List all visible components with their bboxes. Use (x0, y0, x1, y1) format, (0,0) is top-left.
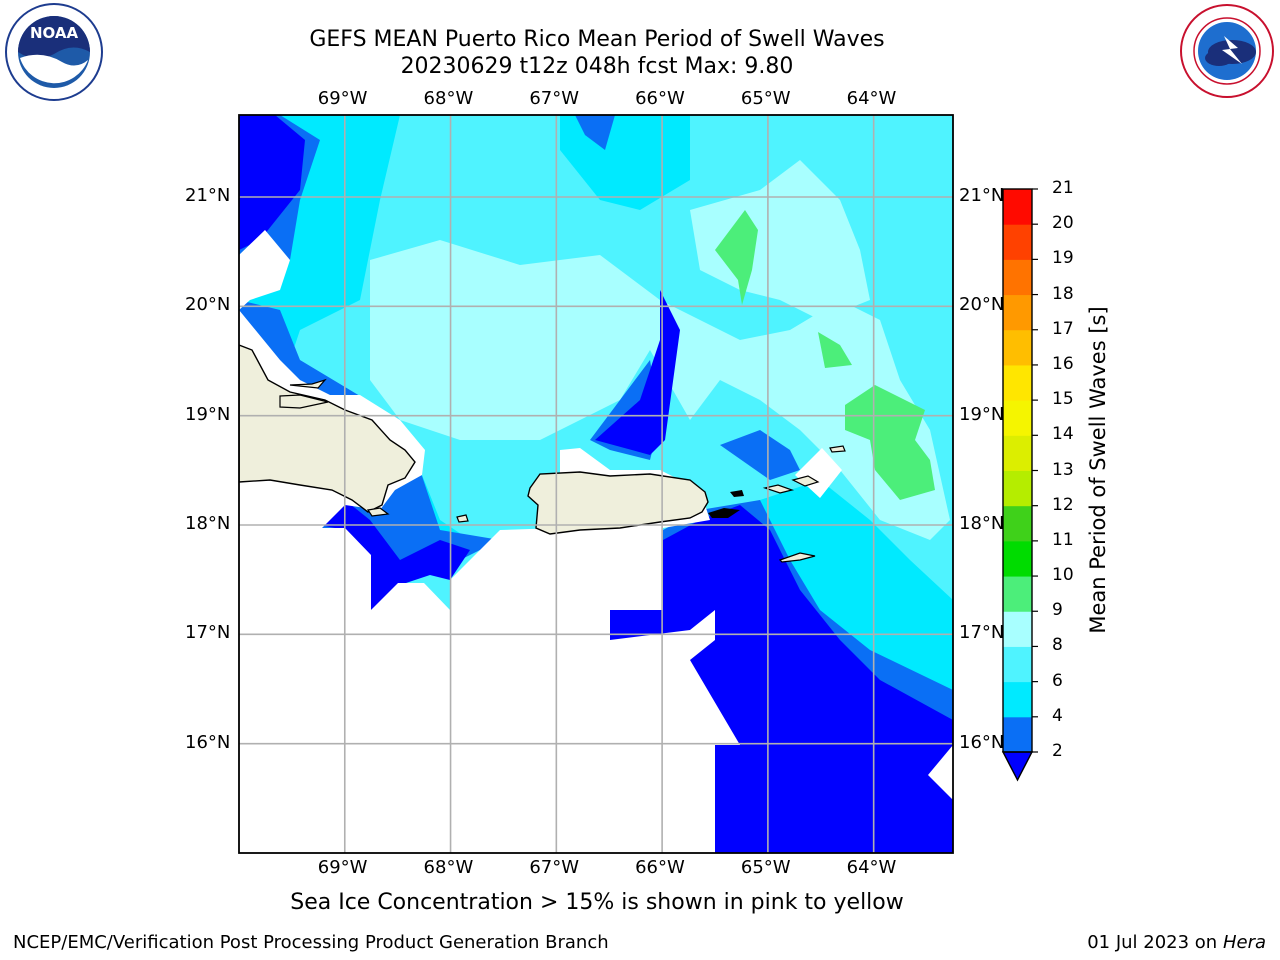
colorbar-tick-label: 9 (1052, 600, 1063, 621)
colorbar-tick-label: 20 (1052, 213, 1074, 234)
caption: Sea Ice Concentration > 15% is shown in … (290, 890, 904, 915)
colorbar-tick-label: 16 (1052, 353, 1074, 374)
lon-tick-label: 64°W (846, 88, 897, 109)
lon-tick-label: 69°W (317, 857, 368, 878)
no-data-region (928, 745, 953, 800)
colorbar-tick-label: 19 (1052, 248, 1074, 269)
colorbar-segment (1003, 224, 1032, 260)
colorbar-tick-label: 10 (1052, 565, 1074, 586)
swell-field-under-2 (320, 500, 470, 610)
land-hispaniola (279, 394, 329, 409)
colorbar-segment (1003, 576, 1032, 612)
lat-tick-label: 19°N (185, 403, 231, 425)
nws-logo (1180, 4, 1274, 98)
swell-field-2-4 (720, 430, 800, 480)
lon-tick-label: 68°W (423, 857, 474, 878)
footer-date: 01 Jul 2023 on Hera (1087, 932, 1266, 953)
noaa-logo-text: NOAA (30, 24, 79, 42)
land-hispaniola (239, 344, 416, 513)
lat-tick-label: 16°N (185, 731, 231, 753)
colorbar-tick-label: 17 (1052, 318, 1074, 339)
colorbar (1001, 188, 1038, 782)
swell-field-2-4 (575, 115, 615, 150)
colorbar-segment (1003, 540, 1032, 577)
lat-tick-label: 17°N (959, 622, 1005, 644)
colorbar-tick-label: 21 (1052, 178, 1074, 198)
colorbar-tick-label: 8 (1052, 635, 1063, 656)
colorbar-title: Mean Period of Swell Waves [s] (1086, 306, 1110, 634)
colorbar-segment (1003, 294, 1032, 331)
colorbar-tick-label: 11 (1052, 529, 1074, 550)
colorbar-tick-label: 18 (1052, 283, 1074, 304)
map-frame (238, 114, 954, 854)
lon-tick-label: 65°W (740, 88, 791, 109)
no-data-region (239, 448, 740, 853)
chart-subtitle: 20230629 t12z 048h fcst Max: 9.80 (400, 54, 794, 79)
lat-tick-label: 21°N (185, 185, 231, 206)
land-virgin-islands (762, 484, 795, 494)
colorbar-segment (1003, 364, 1032, 401)
land-small-island (366, 507, 390, 517)
colorbar-segment (1003, 646, 1032, 683)
colorbar-tick-label: 4 (1052, 705, 1063, 726)
lat-tick-label: 20°N (185, 294, 231, 316)
lon-tick-label: 68°W (423, 88, 474, 109)
land-virgin-islands (791, 475, 820, 487)
land-puerto-rico (527, 471, 709, 535)
swell-field-9-10 (818, 332, 852, 368)
lat-tick-label: 20°N (959, 294, 1005, 316)
colorbar-segment (1003, 189, 1032, 225)
swell-field-under-2 (239, 115, 305, 250)
lon-tick-label: 66°W (635, 857, 685, 878)
colorbar-tick-label: 15 (1052, 389, 1074, 410)
colorbar-segment (1003, 259, 1032, 296)
colorbar-segment (1003, 611, 1032, 647)
colorbar-segment (1003, 716, 1032, 753)
colorbar-tick-label: 13 (1052, 459, 1074, 480)
footer-host: Hera (1222, 932, 1266, 953)
colorbar-tick-label: 2 (1052, 741, 1063, 761)
swell-field-under-2 (595, 290, 680, 455)
lon-tick-label: 67°W (529, 88, 580, 109)
noaa-logo: NOAA (5, 3, 103, 101)
lat-tick-label: 16°N (959, 731, 1005, 753)
swell-field-8-9 (370, 240, 950, 540)
land-hispaniola (289, 378, 327, 389)
colorbar-segment (1003, 681, 1032, 718)
lon-tick-label: 67°W (529, 857, 580, 878)
lat-tick-label: 18°N (959, 513, 1005, 534)
lon-tick-label: 65°W (740, 857, 791, 878)
lon-tick-label: 69°W (317, 88, 368, 109)
land-anegada (829, 445, 846, 453)
colorbar-tick-label: 14 (1052, 424, 1074, 445)
swell-field-9-10 (845, 385, 935, 500)
lon-tick-label: 66°W (635, 88, 685, 109)
chart-title: GEFS MEAN Puerto Rico Mean Period of Swe… (309, 27, 885, 52)
land-small-island (456, 514, 469, 523)
colorbar-tick-label: 12 (1052, 494, 1074, 515)
swell-field-9-10 (715, 210, 758, 305)
colorbar-segment (1003, 329, 1032, 366)
lat-tick-label: 17°N (185, 622, 231, 644)
colorbar-segment (1003, 505, 1032, 542)
land-st-croix (778, 552, 816, 563)
lon-tick-label: 64°W (846, 857, 897, 878)
colorbar-underflow-arrow (1001, 751, 1034, 782)
footer-credit: NCEP/EMC/Verification Post Processing Pr… (13, 932, 609, 953)
colorbar-segment (1003, 470, 1032, 507)
land-vieques (708, 508, 740, 518)
colorbar-tick-label: 6 (1052, 670, 1063, 691)
lat-tick-label: 21°N (959, 185, 1005, 206)
land-culebra (730, 490, 744, 497)
lat-tick-label: 18°N (185, 513, 231, 534)
lat-tick-label: 19°N (959, 403, 1005, 425)
footer-date-text: 01 Jul 2023 on (1087, 932, 1218, 953)
no-data-region (239, 230, 290, 310)
colorbar-segment (1003, 400, 1032, 436)
swell-field-under-2 (610, 505, 953, 853)
swell-field-8-9 (690, 160, 870, 320)
map-gridlines (239, 115, 953, 853)
colorbar-segment (1003, 435, 1032, 471)
